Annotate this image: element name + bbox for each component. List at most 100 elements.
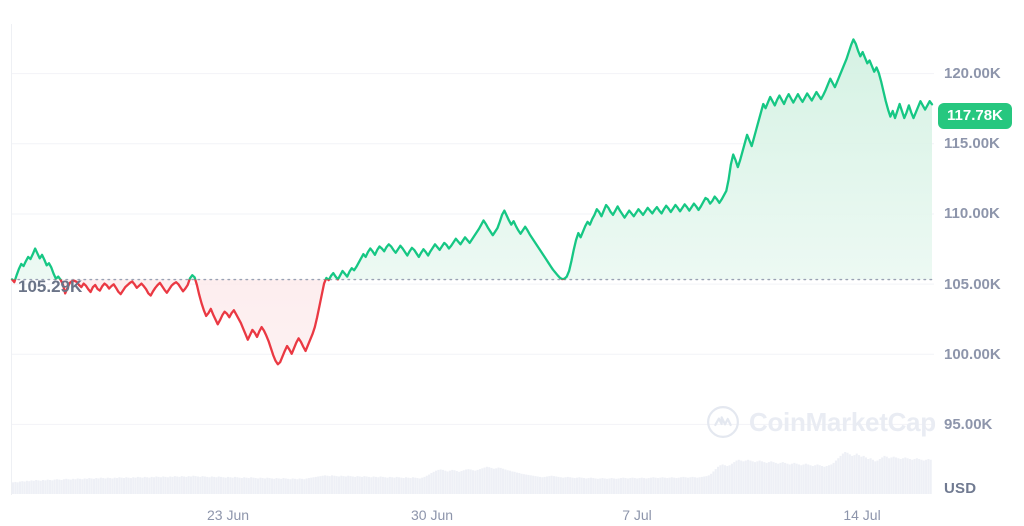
volume-bar (102, 478, 105, 494)
volume-bar (851, 455, 854, 494)
volume-bar (841, 453, 844, 494)
volume-bar (305, 478, 308, 494)
price-area-up (12, 39, 932, 280)
volume-bar (62, 479, 65, 494)
volume-bar (95, 478, 98, 494)
volume-bar (788, 464, 791, 494)
volume-bar (16, 482, 19, 494)
volume-bar (159, 477, 162, 494)
volume-bar (65, 478, 68, 494)
volume-bar (834, 460, 837, 494)
volume-bar (723, 465, 727, 494)
volume-bar (707, 475, 710, 494)
volume-bar (143, 476, 146, 494)
volume-bar (786, 463, 789, 494)
volume-bar (922, 460, 925, 494)
volume-bar (351, 476, 354, 494)
volume-bar (864, 457, 868, 494)
volume-bar (99, 477, 102, 494)
volume-bar (814, 465, 817, 494)
volume-bar (585, 478, 588, 494)
volume-bar (340, 475, 343, 494)
volume-bar (929, 459, 932, 494)
volume-bar (508, 470, 512, 494)
volume-bar (398, 477, 401, 494)
volume-bar (273, 478, 276, 494)
volume-bar (541, 477, 544, 494)
volume-bar (518, 473, 521, 494)
volume-bar (765, 462, 768, 494)
volume-bar (511, 471, 514, 494)
volume-bar (294, 478, 297, 494)
volume-bar (874, 461, 877, 494)
volume-bar (848, 454, 851, 494)
volume-bar (492, 468, 495, 494)
volume-bar (474, 470, 477, 494)
volume-bar (337, 476, 340, 494)
volume-bar (367, 476, 371, 494)
volume-bar (88, 478, 91, 494)
volume-bar (252, 477, 255, 494)
volume-bar (793, 462, 796, 494)
volume-bar (705, 476, 708, 494)
volume-bar (460, 471, 463, 494)
volume-bar (370, 477, 373, 494)
volume-bar (150, 476, 153, 494)
volume-bar (601, 478, 604, 494)
volume-bar (603, 478, 606, 494)
volume-bar (760, 461, 763, 494)
y-axis-tick-label: 115.00K (944, 135, 1000, 153)
volume-bar (652, 477, 655, 494)
volume-bar (515, 472, 518, 494)
volume-bar (564, 477, 567, 494)
volume-bar (185, 476, 188, 494)
volume-bar (173, 476, 176, 494)
volume-bar (901, 458, 905, 494)
volume-bar (166, 477, 169, 494)
volume-bar (532, 475, 535, 494)
volume-bar (106, 477, 109, 494)
volume-bar (684, 477, 687, 494)
volume-bar (691, 476, 694, 494)
current-price-badge[interactable]: 117.78K (938, 103, 1012, 129)
volume-bar (797, 464, 800, 494)
volume-bar (703, 476, 706, 494)
volume-bar (335, 476, 338, 494)
volume-bar (827, 465, 831, 494)
volume-bar (319, 476, 322, 494)
volume-bar (610, 478, 613, 494)
volume-bar (478, 469, 481, 494)
volume-bar (522, 474, 525, 494)
volume-bar (467, 469, 470, 494)
volume-bar (372, 476, 375, 494)
volume-bar (275, 478, 278, 494)
volume-bar (210, 476, 213, 494)
volume-bar (506, 470, 509, 494)
volume-bar (407, 477, 410, 494)
volume-bar (141, 477, 144, 494)
volume-bar (183, 476, 186, 494)
volume-bar (25, 480, 28, 494)
volume-bar (613, 478, 616, 494)
volume-bar (240, 478, 243, 494)
volume-bar (504, 469, 507, 494)
volume-bar (259, 477, 262, 494)
volume-bar (296, 479, 299, 494)
volume-bar (485, 466, 488, 494)
volume-bar (194, 476, 197, 494)
volume-bar (869, 458, 872, 494)
volume-bar (626, 478, 629, 494)
volume-bar (229, 477, 232, 494)
volume-bar (83, 478, 86, 494)
volume-bar (821, 466, 824, 494)
volume-bar (67, 479, 70, 494)
volume-bar (349, 476, 352, 494)
volume-bar (416, 478, 419, 494)
volume-bar (573, 478, 576, 494)
volume-bar (733, 462, 736, 494)
volume-bar (670, 477, 673, 494)
volume-bar (481, 468, 484, 494)
volume-bar (21, 481, 24, 494)
